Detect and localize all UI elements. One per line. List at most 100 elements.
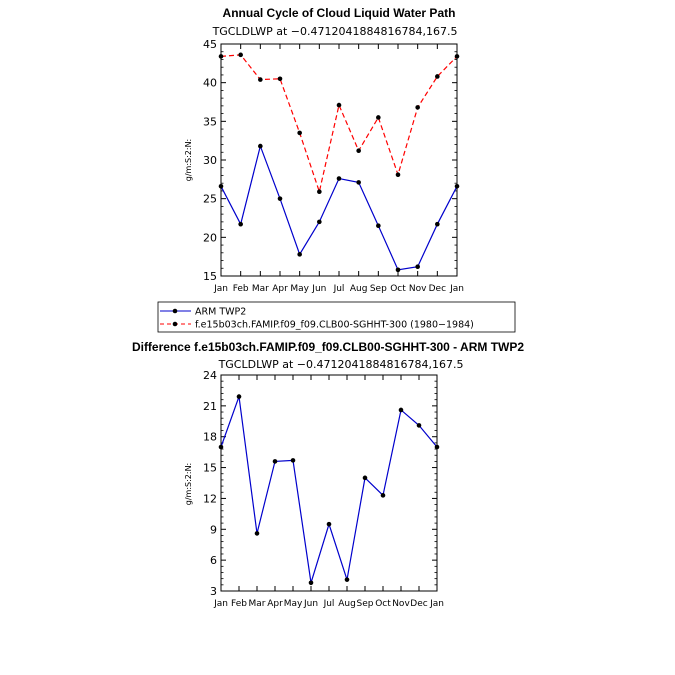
data-point bbox=[326, 521, 332, 527]
data-point bbox=[258, 77, 263, 82]
legend-entry-model: f.e15b03ch.FAMIP.f09_f09.CLB00-SGHHT-300… bbox=[160, 320, 474, 331]
x-tick-label: Mar bbox=[249, 599, 266, 609]
x-tick-label: Aug bbox=[350, 284, 368, 294]
chart-title: Difference f.e15b03ch.FAMIP.f09_f09.CLB0… bbox=[132, 340, 524, 354]
y-axis-label: g/m:S:2:N: bbox=[184, 139, 193, 182]
legend-marker-model bbox=[172, 321, 178, 327]
x-tick-label: May bbox=[284, 599, 303, 609]
x-tick-label: Jul bbox=[323, 599, 335, 609]
data-point bbox=[297, 130, 302, 136]
data-point bbox=[277, 76, 283, 82]
data-point bbox=[376, 115, 381, 120]
x-tick-label: Apr bbox=[267, 599, 283, 609]
data-point bbox=[297, 252, 302, 257]
x-tick-label: Oct bbox=[375, 599, 391, 609]
data-point bbox=[380, 493, 386, 498]
axis-ticks: 15 20 25 30 35 40 45 Jan Feb Mar Apr May Jun Jul Aug Se… bbox=[203, 38, 464, 294]
x-tick-label: Jul bbox=[333, 284, 345, 294]
x-tick-label: Feb bbox=[233, 284, 249, 294]
x-tick-label: Feb bbox=[231, 599, 247, 609]
x-tick-label: Jan bbox=[429, 599, 444, 609]
x-tick-label: Jan bbox=[449, 284, 464, 294]
series-group bbox=[218, 52, 460, 273]
data-point bbox=[344, 577, 350, 582]
data-point bbox=[254, 531, 260, 536]
y-tick-label: 12 bbox=[203, 492, 217, 505]
x-tick-label: Dec bbox=[410, 599, 427, 609]
series-line-0 bbox=[220, 144, 458, 271]
chart-subtitle: TGCLDLWP at −0.4712041884816784,167.5 bbox=[212, 25, 458, 38]
data-point bbox=[435, 74, 440, 79]
y-tick-label: 40 bbox=[203, 77, 217, 90]
series-line-1 bbox=[220, 54, 458, 194]
legend-entry-arm-twp2: ARM TWP2 bbox=[160, 307, 246, 318]
data-point bbox=[236, 394, 242, 399]
x-tick-label: Oct bbox=[390, 284, 406, 294]
legend-marker-arm bbox=[172, 308, 178, 314]
legend: ARM TWP2 f.e15b03ch.FAMIP.f09_f09.CLB00-… bbox=[157, 301, 516, 333]
x-tick-label: Sep bbox=[370, 284, 387, 294]
legend-box bbox=[157, 301, 516, 333]
chart-title: Annual Cycle of Cloud Liquid Water Path bbox=[223, 6, 456, 20]
plot-frame bbox=[220, 374, 438, 592]
y-tick-label: 21 bbox=[203, 400, 217, 413]
y-tick-label: 20 bbox=[203, 231, 217, 244]
data-point bbox=[277, 196, 283, 201]
data-point bbox=[362, 475, 368, 481]
data-point bbox=[272, 459, 278, 464]
x-tick-label: Jun bbox=[311, 284, 326, 294]
x-tick-label: Sep bbox=[357, 599, 374, 609]
x-tick-label: Nov bbox=[409, 284, 427, 294]
y-tick-label: 15 bbox=[203, 270, 217, 283]
x-tick-label: Nov bbox=[392, 599, 410, 609]
data-point bbox=[317, 189, 322, 195]
data-point bbox=[218, 444, 224, 450]
legend-label-arm: ARM TWP2 bbox=[195, 307, 246, 318]
chart-difference: Difference f.e15b03ch.FAMIP.f09_f09.CLB0… bbox=[132, 340, 524, 609]
legend-label-model: f.e15b03ch.FAMIP.f09_f09.CLB00-SGHHT-300… bbox=[195, 320, 474, 331]
x-tick-label: Jun bbox=[303, 599, 318, 609]
x-tick-label: May bbox=[290, 284, 309, 294]
y-tick-label: 25 bbox=[203, 193, 217, 206]
x-tick-label: Jan bbox=[213, 599, 228, 609]
data-point bbox=[454, 183, 460, 189]
y-tick-label: 18 bbox=[203, 431, 217, 444]
series-group bbox=[218, 394, 440, 586]
data-point bbox=[308, 580, 314, 586]
x-tick-label: Aug bbox=[338, 599, 356, 609]
y-tick-label: 24 bbox=[203, 369, 217, 382]
y-tick-label: 3 bbox=[210, 585, 217, 598]
y-tick-label: 6 bbox=[210, 554, 217, 567]
x-tick-label: Jan bbox=[213, 284, 228, 294]
chart-cloud-liquid-water-path: Annual Cycle of Cloud Liquid Water Path … bbox=[184, 6, 464, 294]
y-tick-label: 45 bbox=[203, 38, 217, 51]
data-point bbox=[415, 105, 420, 110]
data-point bbox=[398, 407, 404, 413]
data-point bbox=[395, 267, 401, 273]
data-point bbox=[218, 183, 224, 189]
data-point bbox=[238, 221, 243, 227]
y-tick-label: 9 bbox=[210, 523, 217, 536]
data-point bbox=[435, 221, 440, 227]
chart-subtitle: TGCLDLWP at −0.4712041884816784,167.5 bbox=[218, 358, 464, 371]
y-tick-label: 35 bbox=[203, 115, 217, 128]
data-point bbox=[356, 180, 361, 185]
y-tick-label: 30 bbox=[203, 154, 217, 167]
data-point bbox=[336, 176, 342, 181]
data-point bbox=[218, 54, 224, 59]
data-point bbox=[395, 172, 401, 177]
data-point bbox=[238, 52, 243, 58]
data-point bbox=[415, 264, 420, 270]
x-tick-label: Dec bbox=[429, 284, 446, 294]
data-point bbox=[258, 143, 263, 149]
data-point bbox=[336, 102, 342, 108]
data-point bbox=[416, 423, 422, 428]
y-tick-label: 15 bbox=[203, 462, 217, 475]
data-point bbox=[434, 444, 440, 450]
data-point bbox=[290, 458, 296, 463]
y-axis-label: g/m:S:2:N: bbox=[184, 463, 193, 506]
x-tick-label: Apr bbox=[272, 284, 288, 294]
data-point bbox=[356, 148, 361, 154]
